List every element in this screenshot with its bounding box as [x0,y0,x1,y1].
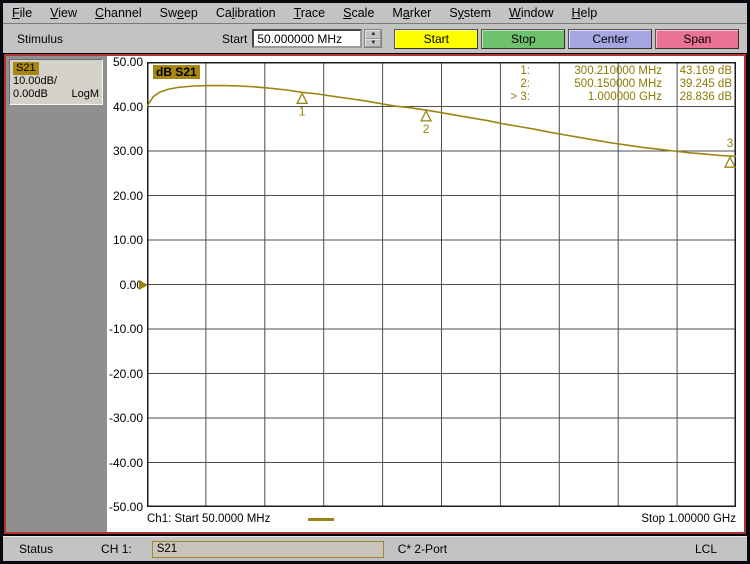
marker-readout-row: 2: 500.150000 MHz 39.245 dB [500,78,732,91]
trace-reference-level: 0.00dB [13,88,48,100]
channel-start-label: Ch1: Start 50.0000 MHz [147,513,271,525]
start-button[interactable]: Start [394,28,479,49]
marker-symbol-icon [296,91,309,105]
status-label: Status [19,542,54,556]
frequency-spinner: ▲ ▼ [364,29,383,48]
start-field-label: Start [222,31,248,46]
menu-bar: File View Channel Sweep Calibration Trace Scal… [3,3,747,24]
stimulus-buttons: Start Stop Center Span [394,28,740,49]
marker-readout-row: > 3: 1.000000 GHz 28.836 dB [500,91,732,104]
y-axis-tick-label: -20.00 [108,366,143,381]
grid-frame [147,62,736,507]
stop-frequency-label: Stop 1.00000 GHz [641,513,736,525]
plot-area: 50.00 40.00 30.00 20.00 10.00 0.00 -10.00 -20.0… [107,55,744,532]
marker-number-label: 3 [727,136,734,150]
plot-canvas: 1 2 3 [147,62,736,507]
y-axis-tick-label: 0.00 [119,277,143,292]
menu-item-help[interactable]: Help [571,6,598,20]
local-mode-indicator: LCL [694,542,717,556]
y-axis-tick-label: 20.00 [112,188,143,203]
status-bar: Status CH 1: S21 C* 2-Port LCL [3,536,747,561]
y-axis-tick-label: -10.00 [108,322,143,336]
trace-scale-per-div: 10.00dB/ [13,75,58,87]
menu-item-calibration[interactable]: Calibration [215,6,276,20]
graticule-container: 1 2 3 [147,62,736,507]
marker-frequency: 300.210000 MHz [574,65,662,77]
sweep-range-footer: Ch1: Start 50.0000 MHz Stop 1.00000 GHz [147,510,736,528]
y-axis-tick-label: -30.00 [108,411,143,425]
y-axis-labels: 50.00 40.00 30.00 20.00 10.00 0.00 -10.00 -20.0… [107,55,145,532]
menu-item-trace[interactable]: Trace [293,6,326,20]
trace-name-badge[interactable]: S21 [13,62,39,75]
y-axis-tick-label: 50.00 [112,55,143,69]
spinner-up-button[interactable]: ▲ [365,30,382,39]
marker-number: 2: [520,78,530,90]
stop-button[interactable]: Stop [481,28,566,49]
main-area: S21 10.00dB/ 0.00dB LogM 50.00 40.00 30.00… [3,53,747,536]
marker-readout: 1: 300.210000 MHz 43.169 dB 2: 500.15000… [500,65,732,104]
menu-item-marker[interactable]: Marker [392,6,432,20]
trace-status-panel[interactable]: S21 10.00dB/ 0.00dB LogM [9,59,103,105]
trace-sidebar: S21 10.00dB/ 0.00dB LogM [6,56,107,532]
marker-value: 39.245 dB [679,78,732,90]
start-frequency-input[interactable] [252,29,363,48]
channel-indicator: CH 1: [101,542,132,556]
marker-number: 1: [520,65,530,77]
menu-item-system[interactable]: System [449,6,491,20]
stimulus-toolbar: Stimulus Start ▲ ▼ Start Stop Center Spa… [3,24,747,53]
menu-item-sweep[interactable]: Sweep [159,6,198,20]
center-button[interactable]: Center [568,28,653,49]
marker-value: 28.836 dB [679,91,732,103]
y-axis-tick-label: 30.00 [112,144,143,158]
reference-level-marker-icon[interactable] [139,279,148,290]
y-axis-tick-label: -50.00 [108,500,143,514]
menu-item-view[interactable]: View [50,6,78,20]
marker-symbol-icon [420,109,433,122]
trace-measurement-label: dB S21 [153,65,200,79]
calibration-status: C* 2-Port [397,542,448,556]
active-measurement-box[interactable]: S21 [151,540,384,558]
span-button[interactable]: Span [655,28,740,49]
stimulus-label: Stimulus [17,31,64,46]
marker-frequency: 1.000000 GHz [587,91,662,103]
y-axis-tick-label: -40.00 [108,455,143,470]
y-axis-tick-label: 10.00 [112,233,143,247]
menu-item-channel[interactable]: Channel [95,6,142,20]
menu-item-file[interactable]: File [12,6,33,20]
marker-readout-row: 1: 300.210000 MHz 43.169 dB [500,65,732,78]
marker-value: 43.169 dB [679,65,732,77]
menu-item-scale[interactable]: Scale [343,6,375,20]
marker-number: > 3: [510,91,530,103]
trace-color-key-icon [308,517,335,521]
marker-frequency: 500.150000 MHz [574,78,662,90]
marker-number-label: 1 [299,104,306,118]
measurement-window: S21 10.00dB/ 0.00dB LogM 50.00 40.00 30.00… [4,54,746,534]
marker-number-label: 2 [423,122,430,136]
trace-format: LogM [71,88,99,100]
menu-item-window[interactable]: Window [509,6,554,20]
y-axis-tick-label: 40.00 [112,99,143,114]
spinner-down-button[interactable]: ▼ [365,38,382,47]
marker-symbol-icon [723,155,736,168]
